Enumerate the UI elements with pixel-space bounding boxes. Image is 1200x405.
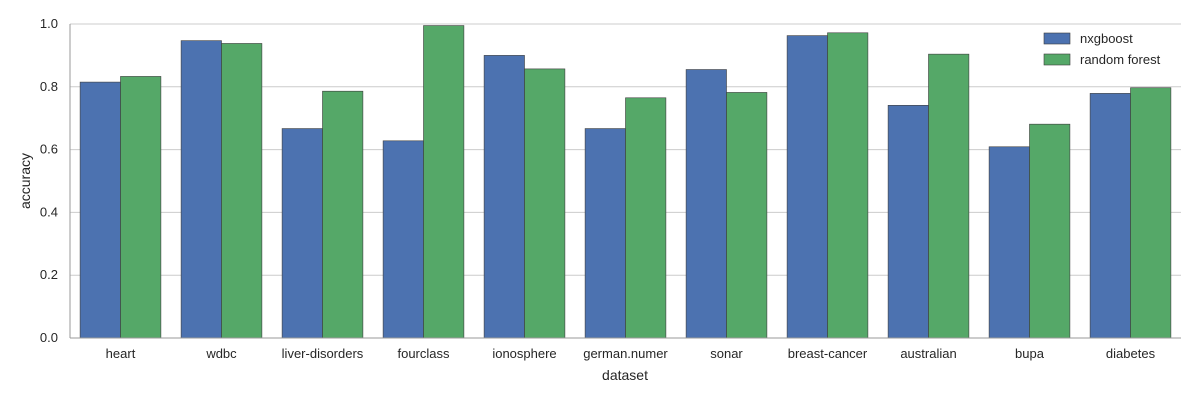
- bar-nxgboost-bupa: [988, 146, 1030, 339]
- x-tick-label: breast-cancer: [788, 346, 868, 361]
- bars-layer: [79, 25, 1172, 339]
- bar-random-forest-australian: [928, 53, 970, 339]
- bar-nxgboost-sonar: [685, 69, 727, 339]
- x-axis-title: dataset: [602, 367, 648, 383]
- bar-nxgboost-liver-disorders: [281, 128, 323, 339]
- bar-random-forest-ionosphere: [524, 68, 566, 339]
- x-tick-label: german.numer: [583, 346, 668, 361]
- bar-random-forest-wdbc: [221, 43, 263, 339]
- bar-random-forest-diabetes: [1130, 87, 1172, 339]
- x-tick-label: diabetes: [1106, 346, 1156, 361]
- legend: nxgboost random forest: [1043, 31, 1161, 67]
- x-tick-label: liver-disorders: [282, 346, 364, 361]
- x-tick-label: australian: [900, 346, 956, 361]
- bar-random-forest-breast-cancer: [827, 32, 869, 339]
- y-tick-label: 0.0: [40, 330, 58, 345]
- bar-nxgboost-german-numer: [584, 128, 626, 339]
- y-tick-label: 0.4: [40, 204, 58, 219]
- x-tick-label: fourclass: [397, 346, 450, 361]
- x-tick-label: ionosphere: [492, 346, 556, 361]
- bar-nxgboost-wdbc: [180, 40, 222, 339]
- legend-label: random forest: [1080, 52, 1161, 67]
- bar-random-forest-german-numer: [625, 97, 667, 339]
- bar-nxgboost-heart: [79, 81, 121, 339]
- y-tick-label: 0.2: [40, 267, 58, 282]
- bar-random-forest-heart: [120, 76, 162, 339]
- bar-nxgboost-fourclass: [382, 140, 424, 339]
- legend-label: nxgboost: [1080, 31, 1133, 46]
- y-tick-label: 0.8: [40, 79, 58, 94]
- x-tick-label: wdbc: [205, 346, 237, 361]
- bar-nxgboost-ionosphere: [483, 55, 525, 339]
- bar-random-forest-sonar: [726, 92, 768, 339]
- bar-random-forest-liver-disorders: [322, 90, 364, 339]
- bar-nxgboost-breast-cancer: [786, 35, 828, 339]
- y-axis-title: accuracy: [17, 153, 33, 209]
- y-tick-label: 0.6: [40, 142, 58, 157]
- axis-layer: 0.0 0.2 0.4 0.6 0.8 1.0 heart wdbc liver-disorde…: [40, 16, 1181, 361]
- bar-random-forest-bupa: [1029, 123, 1071, 339]
- y-tick-label: 1.0: [40, 16, 58, 31]
- x-tick-label: bupa: [1015, 346, 1045, 361]
- legend-swatch-nxgboost: [1043, 32, 1071, 45]
- x-tick-label: sonar: [710, 346, 743, 361]
- bar-nxgboost-australian: [887, 105, 929, 339]
- bar-nxgboost-diabetes: [1089, 93, 1131, 339]
- legend-swatch-random-forest: [1043, 53, 1071, 66]
- x-tick-label: heart: [106, 346, 136, 361]
- bar-random-forest-fourclass: [423, 25, 465, 339]
